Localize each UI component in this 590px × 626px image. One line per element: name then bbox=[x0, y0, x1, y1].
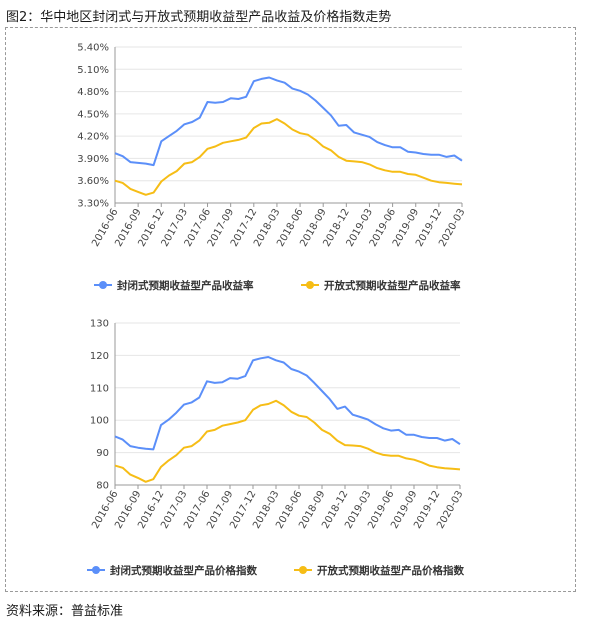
legend-item: 封闭式预期收益型产品收益率 bbox=[94, 279, 254, 292]
series-line-closed bbox=[114, 76, 463, 167]
legend-item: 开放式预期收益型产品收益率 bbox=[301, 279, 461, 292]
legend-swatch-marker bbox=[299, 566, 307, 574]
legend-swatch-marker bbox=[99, 281, 107, 289]
y-tick-label: 3.30% bbox=[77, 199, 109, 210]
chart-frame bbox=[5, 27, 576, 592]
legend-label: 开放式预期收益型产品价格指数 bbox=[317, 564, 464, 577]
figure-title: 图2：华中地区封闭式与开放式预期收益型产品收益及价格指数走势 bbox=[6, 10, 392, 25]
y-tick-label: 5.10% bbox=[77, 65, 109, 76]
y-tick-label: 4.80% bbox=[77, 87, 109, 98]
legend-swatch-marker bbox=[92, 566, 100, 574]
series-line-closed bbox=[114, 356, 461, 451]
y-tick-label: 90 bbox=[96, 448, 109, 459]
legend-label: 开放式预期收益型产品收益率 bbox=[324, 279, 461, 292]
y-tick-label: 130 bbox=[90, 319, 109, 330]
y-tick-label: 4.20% bbox=[77, 132, 109, 143]
y-tick-label: 110 bbox=[90, 383, 109, 394]
chart-1: 3.30% 3.60% 3.90% 4.20% 4.50% 4.80% 5.10% 5.40%… bbox=[77, 43, 467, 293]
legend-swatch-marker bbox=[306, 281, 314, 289]
y-tick-label: 5.40% bbox=[77, 43, 109, 54]
chart-2: 80901001101201302016-062016-092016-12201… bbox=[87, 319, 466, 577]
legend-label: 封闭式预期收益型产品收益率 bbox=[117, 279, 254, 292]
series-line-open bbox=[114, 399, 461, 483]
y-tick-label: 120 bbox=[90, 351, 109, 362]
source-note: 资料来源：普益标准 bbox=[6, 604, 124, 619]
legend-label: 封闭式预期收益型产品价格指数 bbox=[110, 564, 257, 577]
y-tick-label: 100 bbox=[90, 416, 109, 427]
legend-item: 封闭式预期收益型产品价格指数 bbox=[87, 564, 257, 577]
legend-item: 开放式预期收益型产品价格指数 bbox=[294, 564, 464, 577]
series-line-open bbox=[114, 118, 463, 196]
y-tick-label: 3.60% bbox=[77, 176, 109, 187]
y-tick-label: 4.50% bbox=[77, 109, 109, 120]
y-tick-label: 3.90% bbox=[77, 154, 109, 165]
y-tick-label: 80 bbox=[96, 481, 109, 492]
